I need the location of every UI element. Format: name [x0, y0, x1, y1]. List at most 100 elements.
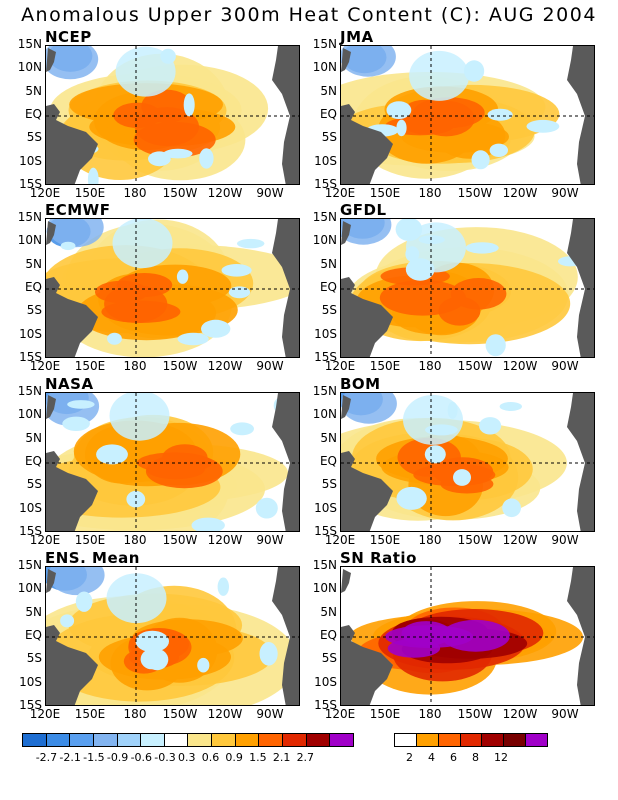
- panel-title-ecmwf: ECMWF: [45, 201, 111, 219]
- lat-label: 15S: [314, 177, 337, 191]
- panel-title-nasa: NASA: [45, 375, 94, 393]
- lat-label: 15S: [314, 350, 337, 364]
- lon-label: 120E: [324, 533, 356, 547]
- lat-label: 15N: [312, 210, 337, 224]
- lon-label: 120W: [207, 707, 243, 721]
- lon-label: 120E: [29, 359, 61, 373]
- lat-label: 15S: [314, 698, 337, 712]
- lon-label: 120E: [324, 186, 356, 200]
- colorbar-anomaly-swatch: [259, 734, 284, 746]
- lat-label: 5S: [321, 651, 337, 666]
- colorbar-anomaly-swatch: [70, 734, 94, 746]
- lat-label: 5S: [321, 477, 337, 492]
- lat-label: 5S: [321, 130, 337, 145]
- colorbar-anomaly-label: 1.5: [249, 751, 267, 764]
- colorbar-anomaly-label: 0.9: [225, 751, 243, 764]
- colorbar-anomaly-label: 0.6: [201, 751, 220, 764]
- lon-label: 120W: [502, 359, 538, 373]
- map-ecmwf: [45, 218, 300, 358]
- colorbar-anomaly-swatch: [283, 734, 307, 746]
- lat-label: EQ: [319, 628, 337, 642]
- lon-label: 150W: [457, 186, 493, 200]
- lat-label: 5S: [26, 651, 42, 666]
- lon-label: 120W: [207, 359, 243, 373]
- lat-label: EQ: [24, 628, 42, 642]
- lat-label: 5S: [321, 303, 337, 318]
- anomaly-colorbar: [22, 733, 354, 747]
- lon-label: 120E: [29, 707, 61, 721]
- panel-title-bom: BOM: [340, 375, 381, 393]
- panel-title-ens-mean: ENS. Mean: [45, 549, 140, 567]
- colorbar-anomaly-label: 0.3: [178, 751, 196, 764]
- lat-label: 15S: [19, 177, 42, 191]
- colorbar-sn-label: 8: [472, 751, 479, 764]
- colorbar-anomaly-label: -0.3: [154, 751, 176, 764]
- colorbar-anomaly-swatch: [164, 734, 189, 746]
- colorbar-sn-label: 4: [428, 751, 435, 764]
- colorbar-sn-label: 12: [494, 751, 508, 764]
- colorbar-anomaly-label: -2.1: [59, 751, 81, 764]
- lon-label: 150E: [74, 186, 106, 200]
- lat-label: 15S: [19, 350, 42, 364]
- lon-label: 180: [123, 707, 147, 721]
- lat-label: 15S: [19, 524, 42, 538]
- lat-label: EQ: [24, 454, 42, 468]
- lon-label: 150W: [457, 359, 493, 373]
- panel-title-sn-ratio: SN Ratio: [340, 549, 417, 567]
- lon-label: 180: [123, 533, 147, 547]
- lat-label: 10S: [314, 674, 337, 689]
- colorbar-sn-swatch: [482, 734, 505, 746]
- lat-label: 10S: [19, 326, 42, 341]
- lon-label: 90W: [256, 186, 284, 200]
- lat-label: 5N: [320, 83, 337, 98]
- colorbar-anomaly-label: -1.5: [83, 751, 105, 764]
- lat-label: 10S: [314, 500, 337, 515]
- colorbar-anomaly-swatch: [188, 734, 213, 746]
- lat-label: 10N: [17, 581, 42, 596]
- lat-label: EQ: [24, 107, 42, 121]
- sn-ratio-colorbar: [394, 733, 548, 747]
- colorbar-sn-label: 2: [406, 751, 413, 764]
- lon-label: 90W: [256, 359, 284, 373]
- lon-label: 150W: [162, 359, 198, 373]
- lon-label: 150W: [457, 707, 493, 721]
- lat-label: 10S: [19, 500, 42, 515]
- lon-label: 150E: [369, 533, 401, 547]
- colorbar-anomaly-label: -2.7: [35, 751, 58, 764]
- lon-label: 150E: [74, 359, 106, 373]
- map-ens-mean: [45, 566, 300, 706]
- lat-label: 15S: [314, 524, 337, 538]
- colorbar-sn-swatch: [416, 734, 439, 746]
- lat-label: 15S: [19, 698, 42, 712]
- lon-label: 90W: [551, 359, 579, 373]
- lon-label: 180: [123, 359, 147, 373]
- lon-label: 150W: [162, 186, 198, 200]
- lat-label: 5S: [26, 477, 42, 492]
- lat-label: 15N: [17, 210, 42, 224]
- colorbar-anomaly-swatch: [93, 734, 118, 746]
- lat-label: 5N: [320, 430, 337, 445]
- lon-label: 180: [418, 707, 442, 721]
- lat-label: 15N: [17, 558, 42, 572]
- lat-label: EQ: [319, 280, 337, 294]
- colorbar-anomaly-swatch: [330, 734, 353, 746]
- lat-label: 15N: [17, 384, 42, 398]
- panel-title-gfdl: GFDL: [340, 201, 387, 219]
- map-ncep: [45, 45, 300, 185]
- colorbar-anomaly-label: -0.9: [106, 751, 129, 764]
- lon-label: 90W: [256, 533, 284, 547]
- colorbar-anomaly-swatch: [212, 734, 236, 746]
- lon-label: 180: [123, 186, 147, 200]
- lat-label: 10S: [19, 674, 42, 689]
- colorbar-anomaly-swatch: [117, 734, 142, 746]
- lon-label: 120W: [502, 707, 538, 721]
- lat-label: 15N: [17, 37, 42, 51]
- map-gfdl: [340, 218, 595, 358]
- colorbar-sn-swatch: [504, 734, 527, 746]
- lat-label: 15N: [312, 37, 337, 51]
- colorbar-anomaly-swatch: [306, 734, 331, 746]
- lon-label: 90W: [551, 533, 579, 547]
- map-bom: [340, 392, 595, 532]
- lon-label: 150E: [369, 359, 401, 373]
- lon-label: 150W: [162, 707, 198, 721]
